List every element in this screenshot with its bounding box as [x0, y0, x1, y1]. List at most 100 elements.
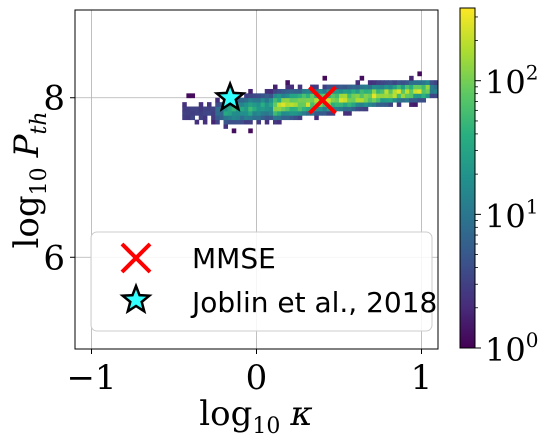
heatmap-cell-290 — [367, 84, 373, 90]
heatmap-cell-121 — [268, 93, 274, 99]
heatmap-cell-234 — [334, 106, 340, 112]
heatmap-cell-110 — [264, 110, 270, 116]
colorbar-gradient — [459, 7, 476, 349]
heatmap-cell-35 — [215, 97, 220, 103]
heatmap-cell-353 — [413, 88, 418, 94]
legend-box — [90, 231, 433, 332]
heatmap-cell-178 — [297, 84, 303, 90]
heatmap-cell-219 — [322, 75, 328, 81]
heatmap-cell-125 — [273, 110, 278, 116]
heatmap-cell-80 — [248, 128, 253, 134]
heatmap-cell-127 — [273, 102, 278, 107]
heatmap-cell-55 — [231, 115, 237, 121]
heatmap-cell-106 — [260, 97, 266, 103]
heatmap-cell-375 — [433, 93, 438, 99]
heatmap-cell-157 — [289, 110, 295, 116]
heatmap-cell-218 — [322, 84, 328, 90]
heatmap-cell-100 — [256, 97, 262, 103]
heatmap-cell-118 — [268, 106, 274, 112]
heatmap-cell-78 — [244, 97, 249, 103]
x-tick-label-0: −1 — [66, 358, 116, 398]
heatmap-cell-113 — [264, 97, 270, 103]
heatmap-cell-141 — [281, 110, 286, 116]
heatmap-cell-68 — [240, 115, 245, 121]
heatmap-cell-363 — [421, 93, 427, 99]
heatmap-cell-320 — [388, 84, 394, 90]
heatmap-cell-352 — [413, 93, 418, 99]
heatmap-cell-163 — [289, 84, 295, 90]
heatmap-cell-360 — [417, 80, 422, 85]
heatmap-cell-164 — [293, 115, 299, 121]
heatmap-cell-42 — [223, 115, 229, 121]
colorbar-tick-label-0: 100 — [485, 328, 538, 369]
heatmap-cell-107 — [260, 93, 266, 99]
heatmap-cell-348 — [409, 80, 414, 85]
heatmap-cell-335 — [400, 88, 406, 94]
heatmap-cell-74 — [244, 115, 249, 121]
heatmap-cell-270 — [355, 88, 361, 94]
heatmap-cell-32 — [215, 110, 220, 116]
heatmap-cell-376 — [433, 88, 438, 94]
heatmap-cell-195 — [310, 93, 315, 99]
heatmap-cell-276 — [359, 93, 365, 99]
heatmap-cell-189 — [306, 93, 311, 99]
heatmap-cell-126 — [273, 106, 278, 112]
marker-mmse-stroke-2 — [308, 85, 337, 115]
heatmap-cell-88 — [248, 88, 253, 94]
legend-marker-mmse — [120, 242, 152, 274]
heatmap-cell-281 — [363, 102, 369, 107]
heatmap-cell-37 — [219, 110, 224, 116]
heatmap-cell-129 — [273, 93, 278, 99]
heatmap-cell-174 — [297, 102, 303, 107]
x-tick-label-2: 1 — [411, 358, 433, 398]
heatmap-cell-147 — [285, 115, 290, 121]
heatmap-cell-257 — [347, 93, 352, 99]
heatmap-cell-89 — [252, 115, 257, 121]
heatmap-cell-274 — [359, 102, 365, 107]
y-axis-label-sub: 10 — [27, 167, 52, 195]
heatmap-cell-245 — [339, 84, 344, 90]
heatmap-cell-179 — [301, 110, 307, 116]
heatmap-cell-288 — [367, 93, 373, 99]
heatmap-cell-16 — [198, 110, 204, 116]
x-axis-label-main: log — [199, 394, 252, 434]
heatmap-cell-41 — [223, 119, 229, 125]
heatmap-cell-256 — [347, 97, 352, 103]
heatmap-cell-9 — [190, 110, 196, 116]
heatmap-cell-211 — [318, 88, 323, 94]
heatmap-cell-343 — [409, 102, 414, 107]
heatmap-cell-148 — [285, 110, 290, 116]
heatmap-cell-162 — [289, 88, 295, 94]
heatmap-cell-212 — [322, 110, 328, 116]
heatmap-cell-120 — [268, 97, 274, 103]
heatmap-cell-359 — [417, 84, 422, 90]
heatmap-cell-367 — [425, 93, 431, 99]
heatmap-cell-316 — [388, 102, 394, 107]
heatmap-cell-95 — [256, 119, 262, 125]
heatmap-cell-3 — [182, 102, 187, 107]
heatmap-cell-336 — [400, 84, 406, 90]
heatmap-cell-7 — [186, 93, 191, 99]
heatmap-cell-377 — [433, 84, 438, 90]
heatmap-cell-265 — [351, 84, 356, 90]
y-axis-label: log10 Pth — [7, 111, 52, 248]
heatmap-cell-20 — [202, 115, 208, 121]
heatmap-cell-378 — [433, 80, 438, 85]
x-axis-label: log10 κ — [199, 394, 312, 438]
heatmap-cell-22 — [202, 106, 208, 112]
heatmap-cell-185 — [306, 110, 311, 116]
heatmap-cell-341 — [405, 84, 410, 90]
heatmap-cell-56 — [231, 110, 237, 116]
heatmap-cell-54 — [231, 119, 237, 125]
heatmap-cell-103 — [260, 110, 266, 116]
heatmap-cell-238 — [334, 88, 340, 94]
heatmap-cell-306 — [380, 93, 385, 99]
heatmap-cell-142 — [281, 106, 286, 112]
heatmap-cell-258 — [347, 88, 352, 94]
y-axis-label-varsub: th — [27, 111, 52, 134]
heatmap-cell-329 — [396, 93, 402, 99]
heatmap-cell-155 — [285, 80, 290, 85]
heatmap-cell-261 — [351, 102, 356, 107]
heatmap-cell-287 — [367, 97, 373, 103]
heatmap-cell-260 — [351, 106, 356, 112]
